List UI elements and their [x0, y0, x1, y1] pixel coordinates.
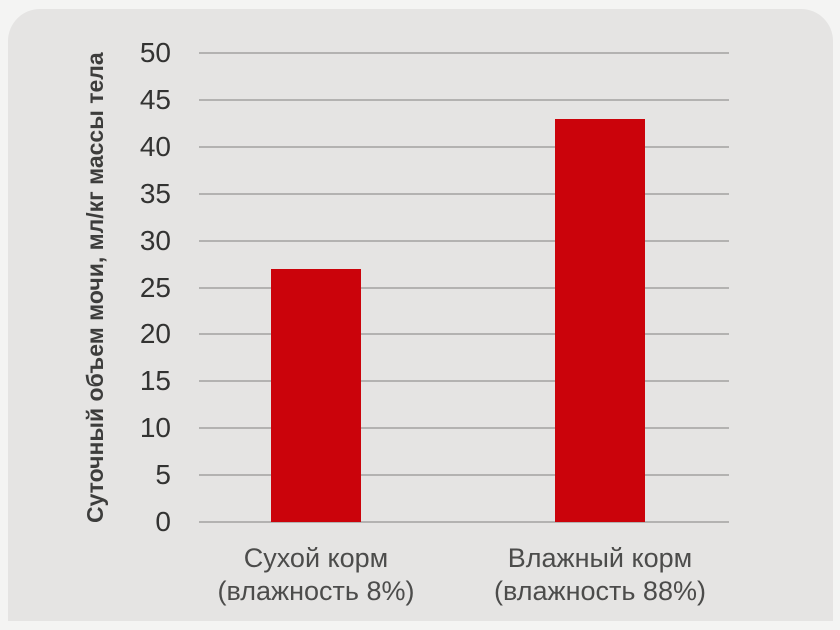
y-gridline: [199, 145, 729, 148]
y-gridline: [199, 286, 729, 289]
y-gridline: [199, 521, 729, 523]
x-category-label: Сухой корм (влажность 8%): [217, 543, 415, 606]
y-tick-label: 25: [139, 271, 171, 303]
y-tick-label: 40: [139, 130, 171, 162]
y-tick-label: 50: [139, 37, 171, 68]
y-gridline: [199, 333, 729, 336]
y-gridline: [199, 380, 729, 383]
y-gridline: [199, 239, 729, 242]
y-tick-label: 15: [139, 365, 171, 397]
y-gridline: [199, 52, 729, 54]
bar: [555, 118, 645, 522]
y-tick-label: 30: [139, 224, 171, 256]
y-gridline: [199, 192, 729, 195]
y-tick-label: 45: [139, 83, 171, 115]
x-category-label: Влажный корм (влажность 88%): [494, 543, 706, 606]
y-gridline: [199, 98, 729, 101]
y-tick-label: 5: [155, 459, 171, 491]
y-gridline: [199, 427, 729, 430]
y-tick-label: 10: [139, 412, 171, 444]
bar: [271, 268, 361, 522]
y-tick-label: 20: [139, 318, 171, 350]
y-tick-label: 35: [139, 177, 171, 209]
y-gridline: [199, 474, 729, 477]
y-tick-label: 0: [155, 506, 171, 537]
